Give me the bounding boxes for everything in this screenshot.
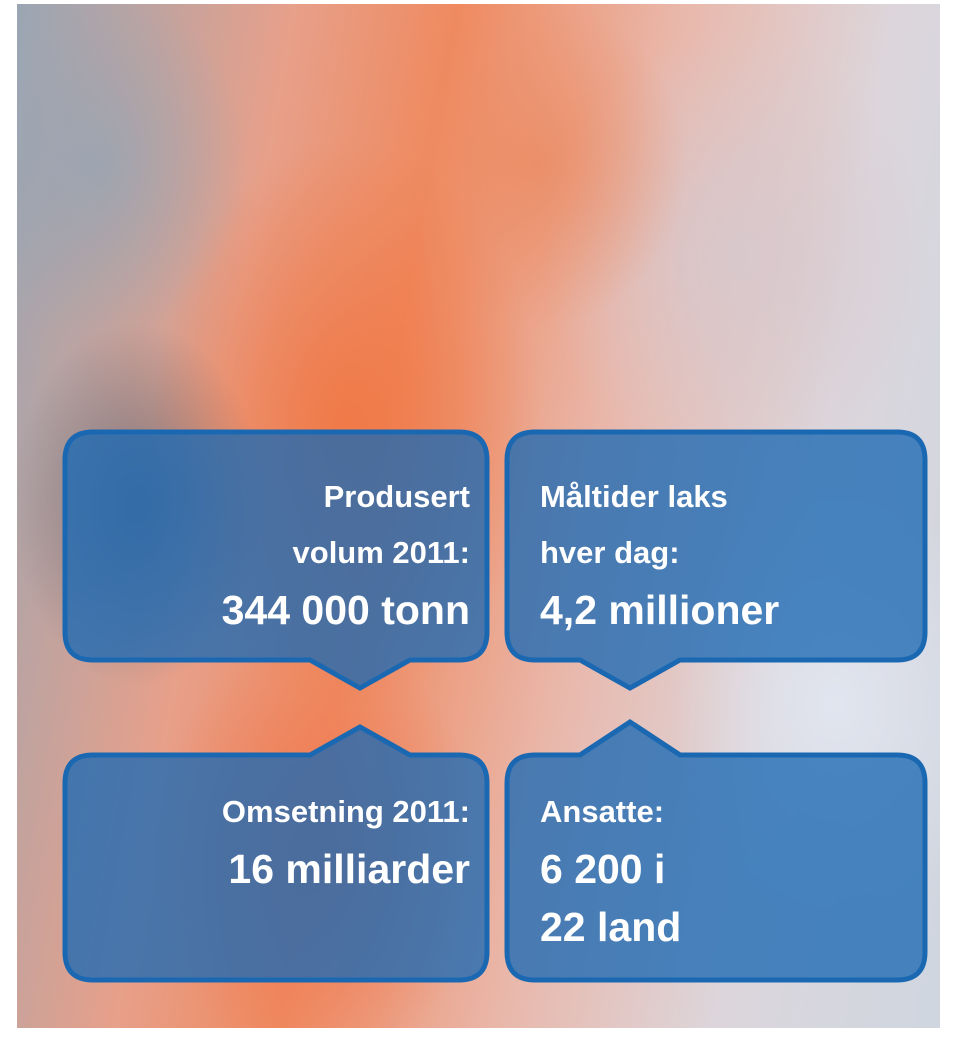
stat-value: 4,2 millioner — [540, 581, 920, 639]
stat-label: volum 2011: — [65, 525, 470, 581]
stat-label: hver dag: — [540, 525, 920, 581]
callout-text: Omsetning 2011:16 milliarder — [65, 784, 470, 898]
stat-value: 22 land — [540, 898, 920, 956]
stat-label: Omsetning 2011: — [65, 784, 470, 840]
page: Produsertvolum 2011:344 000 tonn Måltide… — [0, 0, 956, 1049]
stat-label: Produsert — [65, 469, 470, 525]
stat-value: 344 000 tonn — [65, 581, 470, 639]
stat-label: Ansatte: — [540, 784, 920, 840]
stat-value: 6 200 i — [540, 840, 920, 898]
stat-label: Måltider laks — [540, 469, 920, 525]
stat-value: 16 milliarder — [65, 840, 470, 898]
